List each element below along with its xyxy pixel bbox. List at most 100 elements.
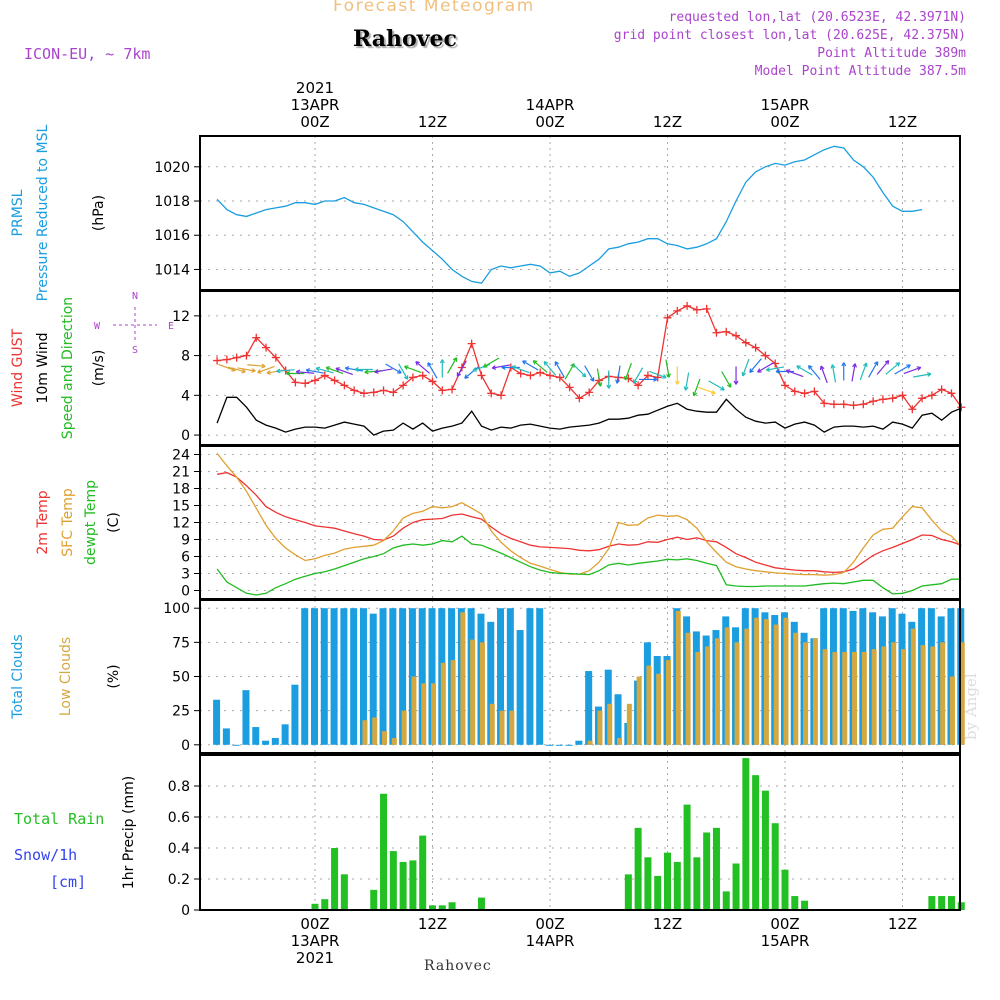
wind-arrow — [296, 371, 315, 374]
wind-arrow — [693, 378, 701, 397]
low-clouds-bar — [812, 638, 818, 745]
gust-marker — [428, 377, 437, 386]
low-clouds-bar — [636, 676, 642, 745]
gust-marker — [399, 381, 408, 390]
pressure-panel-frame — [199, 135, 961, 291]
wind-arrow — [483, 357, 500, 368]
point-altitude: Point Altitude 389m — [817, 46, 966, 61]
clouds-ytick-label: 25 — [172, 704, 190, 720]
wind-arrow-head — [364, 369, 369, 375]
low-clouds-bar — [607, 703, 613, 745]
wind-arrow-head — [439, 359, 445, 364]
wind-arrow-head — [325, 366, 331, 371]
total-clouds-bar — [614, 694, 622, 745]
rain-bar — [389, 851, 397, 910]
gust-marker — [467, 339, 476, 348]
wind-arrow-head — [315, 366, 321, 372]
wind-arrow — [684, 372, 690, 391]
wind-arrow — [335, 367, 354, 376]
total-clouds-bar — [428, 608, 436, 745]
bottom-time-label: 00Z — [300, 915, 329, 933]
bottom-time-label: 13APR — [291, 932, 340, 950]
low-clouds-bar — [852, 651, 858, 745]
total-clouds-bar — [418, 608, 426, 745]
rain-bar — [321, 899, 329, 910]
wind-arrow-head — [257, 369, 262, 374]
gust-marker — [369, 388, 378, 397]
low-clouds-bar — [901, 649, 906, 745]
total-clouds-bar — [213, 699, 221, 745]
wind-arrow — [649, 370, 667, 379]
rain-bar — [331, 848, 339, 910]
total-clouds-bar — [340, 608, 348, 745]
low-clouds-bar — [695, 651, 701, 745]
data-layer — [200, 145, 966, 911]
grid — [200, 136, 960, 911]
bottom-time-label: 12Z — [418, 915, 447, 933]
low-clouds-bar — [626, 703, 632, 745]
low-clouds-bar — [479, 642, 485, 745]
low-clouds-bar — [666, 660, 671, 745]
wind-arrow — [385, 363, 402, 374]
low-clouds-bar — [910, 628, 916, 745]
gust-marker — [526, 371, 535, 380]
rain-bar — [947, 896, 955, 910]
rain-bar — [340, 874, 348, 910]
wind-arrow-head — [241, 368, 246, 374]
gust-marker — [565, 383, 574, 392]
wind-arrow — [554, 361, 565, 378]
wind-arrow-head — [261, 363, 266, 369]
rain-bar — [781, 869, 789, 910]
wind-arrow-head — [785, 369, 791, 374]
low-clouds-bar — [421, 683, 427, 745]
clouds-ytick-label: 50 — [172, 670, 190, 686]
low-clouds-bar — [803, 642, 809, 745]
wind-arrow — [345, 367, 364, 372]
wind-arrow — [247, 364, 266, 367]
wind-arrow-head — [266, 370, 271, 375]
compass-n: N — [132, 291, 138, 302]
precip-ytick-label: 0.4 — [168, 841, 190, 857]
wind-arrow-head — [765, 367, 771, 372]
precip-legend: Snow/1h — [14, 846, 77, 864]
gust-marker — [702, 304, 711, 313]
top-time-label: 15APR — [761, 96, 810, 114]
gust-marker — [418, 371, 427, 380]
wind-arrow-head — [841, 362, 847, 367]
wind-arrow — [851, 363, 856, 382]
wind-arrow — [415, 361, 430, 374]
wind-arrow-head — [662, 374, 667, 379]
wind-arrow — [786, 369, 804, 378]
wind-arrow-head — [749, 368, 754, 373]
wind-arrow — [257, 365, 275, 374]
gust-marker — [829, 400, 838, 409]
low-clouds-bar — [646, 665, 652, 745]
gust-marker — [741, 338, 750, 347]
rain-bar — [928, 896, 936, 910]
gust-marker — [262, 343, 271, 352]
wind-ylabel: (m/s) — [91, 350, 107, 387]
pressure-ylabel: PRMSL — [10, 189, 26, 236]
wind-arrow — [404, 365, 422, 374]
wind-arrow — [522, 360, 539, 371]
gust-marker — [222, 355, 231, 364]
gust-marker — [232, 353, 241, 362]
wind-arrow — [831, 364, 837, 383]
gust-marker — [585, 388, 594, 397]
wind-arrow-head — [276, 368, 281, 374]
rain-bar — [399, 861, 407, 910]
top-time-label: 12Z — [653, 113, 682, 131]
gust-marker — [555, 373, 564, 382]
wind-arrow-head — [415, 361, 420, 366]
total-clouds-bar — [271, 737, 279, 745]
wind-ytick-label: 12 — [172, 309, 190, 325]
wind-arrow-head — [674, 380, 680, 385]
wind-arrow-head — [456, 372, 462, 377]
clouds-panel-frame — [199, 599, 961, 754]
compass-cross — [113, 307, 157, 343]
gust-marker — [781, 381, 789, 390]
total-clouds-bar — [242, 690, 250, 745]
model-label: ICON-EU, ~ 7km — [24, 45, 151, 63]
low-clouds-bar — [411, 676, 417, 745]
wind-arrow-head — [472, 367, 478, 372]
